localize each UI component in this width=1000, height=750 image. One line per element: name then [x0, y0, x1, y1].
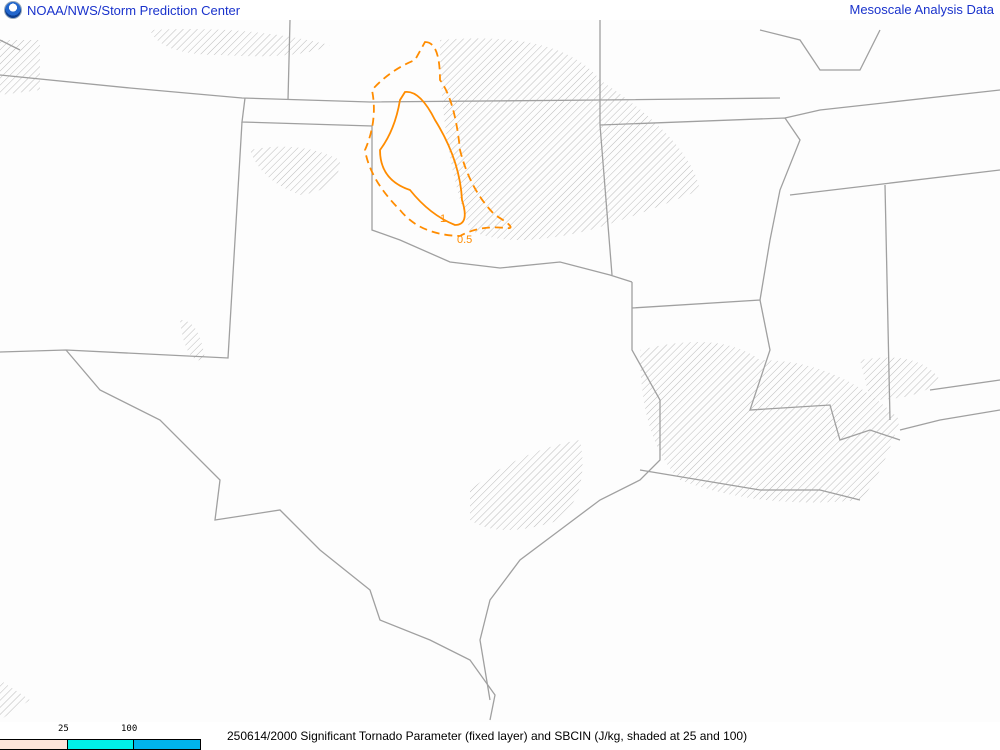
shaded-regions: [0, 29, 940, 720]
footer: 25 100 250614/2000 Significant Tornado P…: [0, 722, 1000, 750]
map-caption: 250614/2000 Significant Tornado Paramete…: [227, 729, 748, 743]
header-title: NOAA/NWS/Storm Prediction Center: [27, 2, 241, 18]
contour-1: [379, 91, 466, 226]
legend-swatch-below-25: [0, 739, 68, 750]
legend-swatch-25: [67, 739, 134, 750]
contour-0.5: [364, 41, 512, 237]
state-boundaries: [0, 20, 1000, 721]
stp-contours: [364, 41, 512, 237]
legend-swatch-100: [133, 739, 201, 750]
legend-tick-100: 100: [121, 724, 138, 734]
noaa-logo-icon: [4, 1, 22, 19]
contour-label-1: 1: [440, 213, 446, 225]
map: 1 0.5: [0, 20, 1000, 722]
legend-tick-25: 25: [58, 724, 69, 734]
contour-label-0.5: 0.5: [457, 234, 472, 246]
header-right-title: Mesoscale Analysis Data: [849, 2, 994, 17]
header-left: NOAA/NWS/Storm Prediction Center: [4, 1, 240, 19]
